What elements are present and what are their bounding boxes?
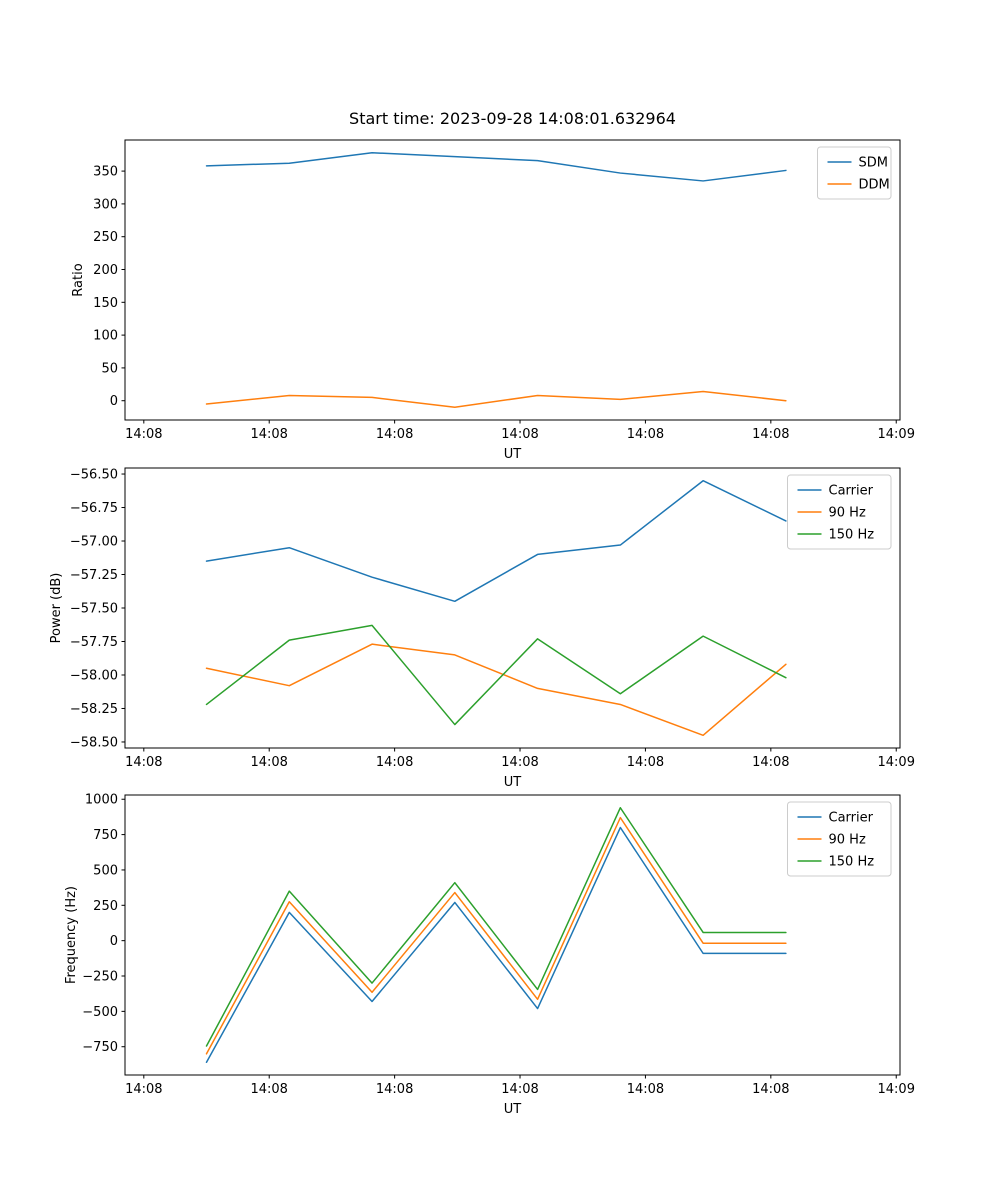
x-tick-label: 14:08 [501, 1082, 538, 1097]
y-tick-label: 150 [93, 296, 118, 311]
legend-label: 150 Hz [829, 855, 875, 870]
legend-label: SDM [859, 156, 888, 171]
y-axis-label: Power (dB) [49, 573, 64, 644]
axes-frame [124, 139, 901, 421]
x-axis-label: UT [504, 1102, 522, 1117]
y-tick-label: 250 [93, 230, 118, 245]
legend-label: 90 Hz [829, 506, 866, 521]
x-tick-label: 14:08 [627, 427, 664, 442]
y-tick-label: −57.75 [70, 635, 118, 650]
chart-ratio: Start time: 2023-09-28 14:08:01.632964 14… [71, 109, 915, 462]
series-line-150-hz [205, 806, 787, 1047]
series-line-90-hz [205, 816, 787, 1055]
y-tick-label: 1000 [85, 793, 118, 808]
y-tick-label: 750 [93, 828, 118, 843]
y-tick-label: 100 [93, 329, 118, 344]
x-tick-label: 14:08 [501, 755, 538, 770]
x-tick-label: 14:08 [501, 427, 538, 442]
legend-box [787, 474, 892, 550]
y-tick-label: −250 [82, 970, 118, 985]
x-tick-label: 14:08 [125, 427, 162, 442]
series-line-carrier [205, 826, 787, 1064]
x-tick-label: 14:08 [752, 427, 789, 442]
x-tick-label: 14:08 [376, 427, 413, 442]
legend-box [787, 801, 892, 877]
axes-frame [124, 794, 901, 1076]
y-tick-label: −58.00 [70, 668, 118, 683]
x-tick-label: 14:08 [250, 427, 287, 442]
legend-label: DDM [859, 178, 890, 193]
chart-power: 14:08 14:08 14:08 14:08 14:08 14:08 14:09 −56.5… [49, 467, 915, 790]
x-tick-label: 14:08 [376, 755, 413, 770]
x-tick-label: 14:08 [125, 1082, 162, 1097]
y-tick-label: −57.25 [70, 568, 118, 583]
series-line-sdm [205, 151, 787, 182]
legend-box [817, 146, 892, 200]
y-tick-label: 300 [93, 197, 118, 212]
y-tick-label: −58.50 [70, 735, 118, 750]
axes-frame [124, 467, 901, 749]
y-axis-label: Frequency (Hz) [64, 886, 79, 984]
x-tick-label: 14:08 [125, 755, 162, 770]
chart-frequency: 14:08 14:08 14:08 14:08 14:08 14:08 14:09 −750 −… [64, 793, 915, 1117]
x-tick-label: 14:08 [627, 755, 664, 770]
y-tick-label: −56.75 [70, 501, 118, 516]
legend-label: 90 Hz [829, 833, 866, 848]
x-tick-label: 14:08 [250, 755, 287, 770]
chart-title: Start time: 2023-09-28 14:08:01.632964 [349, 109, 676, 128]
x-tick-label: 14:09 [878, 755, 915, 770]
y-tick-label: 0 [110, 394, 118, 409]
series-line-ddm [205, 390, 787, 409]
y-tick-label: −57.50 [70, 602, 118, 617]
y-tick-label: −750 [82, 1040, 118, 1055]
y-tick-label: −57.00 [70, 535, 118, 550]
legend-label: Carrier [829, 811, 874, 826]
series-line-90-hz [205, 643, 787, 737]
y-tick-label: −56.50 [70, 468, 118, 483]
x-tick-label: 14:08 [752, 755, 789, 770]
x-axis-label: UT [504, 447, 522, 462]
legend-label: Carrier [829, 484, 874, 499]
x-axis-label: UT [504, 775, 522, 790]
y-tick-label: −500 [82, 1005, 118, 1020]
x-tick-label: 14:09 [878, 427, 915, 442]
x-tick-label: 14:08 [250, 1082, 287, 1097]
y-tick-label: −58.25 [70, 702, 118, 717]
y-tick-label: 350 [93, 165, 118, 180]
legend-label: 150 Hz [829, 528, 875, 543]
x-tick-label: 14:08 [752, 1082, 789, 1097]
x-tick-label: 14:09 [878, 1082, 915, 1097]
series-line-150-hz [205, 624, 787, 726]
y-tick-label: 200 [93, 263, 118, 278]
y-axis-label: Ratio [71, 263, 86, 296]
y-tick-label: 500 [93, 863, 118, 878]
y-tick-label: 50 [101, 361, 118, 376]
y-tick-label: 0 [110, 934, 118, 949]
series-line-carrier [205, 479, 787, 603]
y-tick-label: 250 [93, 899, 118, 914]
x-tick-label: 14:08 [627, 1082, 664, 1097]
x-tick-label: 14:08 [376, 1082, 413, 1097]
